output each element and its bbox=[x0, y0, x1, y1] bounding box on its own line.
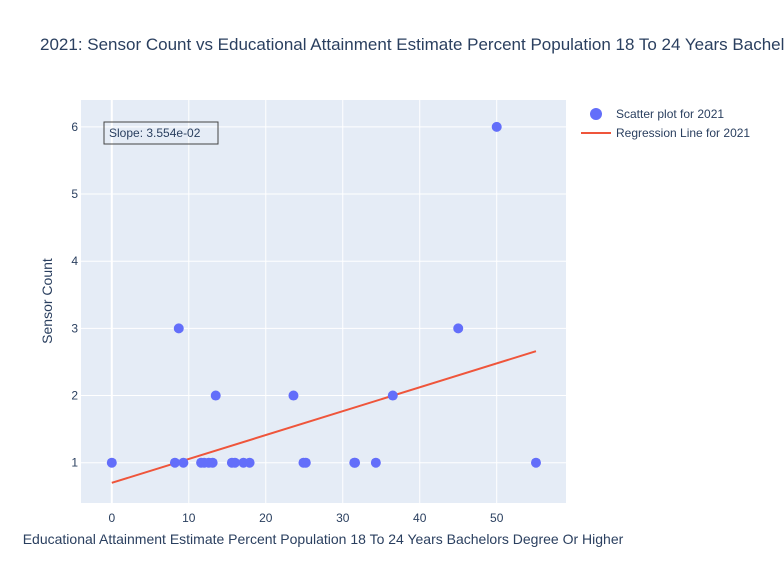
scatter-point bbox=[178, 457, 189, 468]
annotation-box bbox=[103, 121, 219, 145]
scatter-point bbox=[530, 457, 541, 468]
y-tick-label: 5 bbox=[71, 187, 78, 201]
scatter-point bbox=[288, 390, 299, 401]
chart-title: 2021: Sensor Count vs Educational Attain… bbox=[40, 35, 784, 54]
axis-ticks: 0 10 20 30 40 50 1 2 3 4 5 6 bbox=[71, 120, 503, 525]
legend-label-regression: Regression Line for 2021 bbox=[616, 126, 750, 140]
annotation-text: Slope: 3.554e-02 bbox=[109, 126, 201, 140]
y-tick-label: 3 bbox=[71, 321, 78, 335]
scatter-point bbox=[300, 457, 311, 468]
plot-area bbox=[81, 100, 566, 503]
y-tick-label: 1 bbox=[71, 456, 78, 470]
x-tick-label: 10 bbox=[182, 511, 196, 525]
legend-marker-scatter bbox=[590, 108, 602, 120]
scatter-point bbox=[350, 457, 361, 468]
x-axis-title: Educational Attainment Estimate Percent … bbox=[23, 531, 624, 547]
scatter-point bbox=[453, 323, 464, 334]
scatter-point bbox=[370, 457, 381, 468]
x-tick-label: 50 bbox=[490, 511, 504, 525]
x-tick-label: 30 bbox=[336, 511, 350, 525]
grid-lines bbox=[81, 100, 566, 503]
y-tick-label: 2 bbox=[71, 389, 78, 403]
x-tick-label: 20 bbox=[259, 511, 273, 525]
legend-item-regression[interactable]: Regression Line for 2021 bbox=[581, 126, 750, 140]
scatter-layer bbox=[106, 121, 541, 468]
scatter-point bbox=[173, 323, 184, 334]
scatter-point bbox=[106, 457, 117, 468]
scatter-point bbox=[491, 121, 502, 132]
scatter-point bbox=[207, 457, 218, 468]
x-tick-label: 0 bbox=[108, 511, 115, 525]
scatter-point bbox=[244, 457, 255, 468]
scatter-point bbox=[229, 457, 240, 468]
y-axis-title: Sensor Count bbox=[39, 258, 55, 344]
scatter-point bbox=[387, 390, 398, 401]
scatter-point bbox=[210, 390, 221, 401]
slope-annotation: Slope: 3.554e-02 bbox=[103, 121, 219, 145]
legend-label-scatter: Scatter plot for 2021 bbox=[616, 107, 724, 121]
y-tick-label: 6 bbox=[71, 120, 78, 134]
legend[interactable]: Scatter plot for 2021 Regression Line fo… bbox=[581, 107, 750, 140]
legend-item-scatter[interactable]: Scatter plot for 2021 bbox=[590, 107, 724, 121]
scatter-point bbox=[169, 457, 180, 468]
x-tick-label: 40 bbox=[413, 511, 427, 525]
y-tick-label: 4 bbox=[71, 254, 78, 268]
